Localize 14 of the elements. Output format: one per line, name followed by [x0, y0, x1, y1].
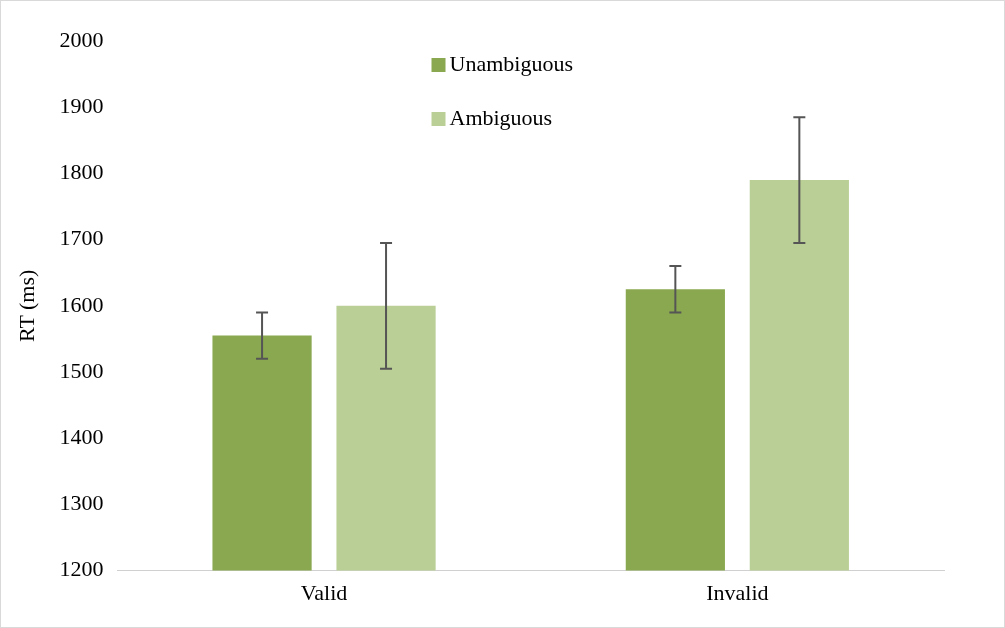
x-tick-label: Valid [300, 579, 348, 605]
y-tick-label: 1500 [59, 357, 104, 383]
y-tick-label: 1700 [59, 225, 104, 251]
y-tick-label: 1400 [59, 423, 104, 449]
y-tick-label: 2000 [59, 26, 104, 52]
y-tick-label: 1800 [59, 159, 104, 185]
y-tick-label: 1200 [59, 556, 104, 582]
legend-label: Unambiguous [449, 50, 573, 76]
y-tick-label: 1900 [59, 92, 104, 118]
y-axis-title: RT (ms) [13, 269, 39, 342]
x-tick-label: Invalid [706, 579, 769, 605]
legend-label: Ambiguous [449, 104, 553, 130]
y-tick-label: 1300 [59, 490, 104, 516]
y-tick-label: 1600 [59, 291, 104, 317]
